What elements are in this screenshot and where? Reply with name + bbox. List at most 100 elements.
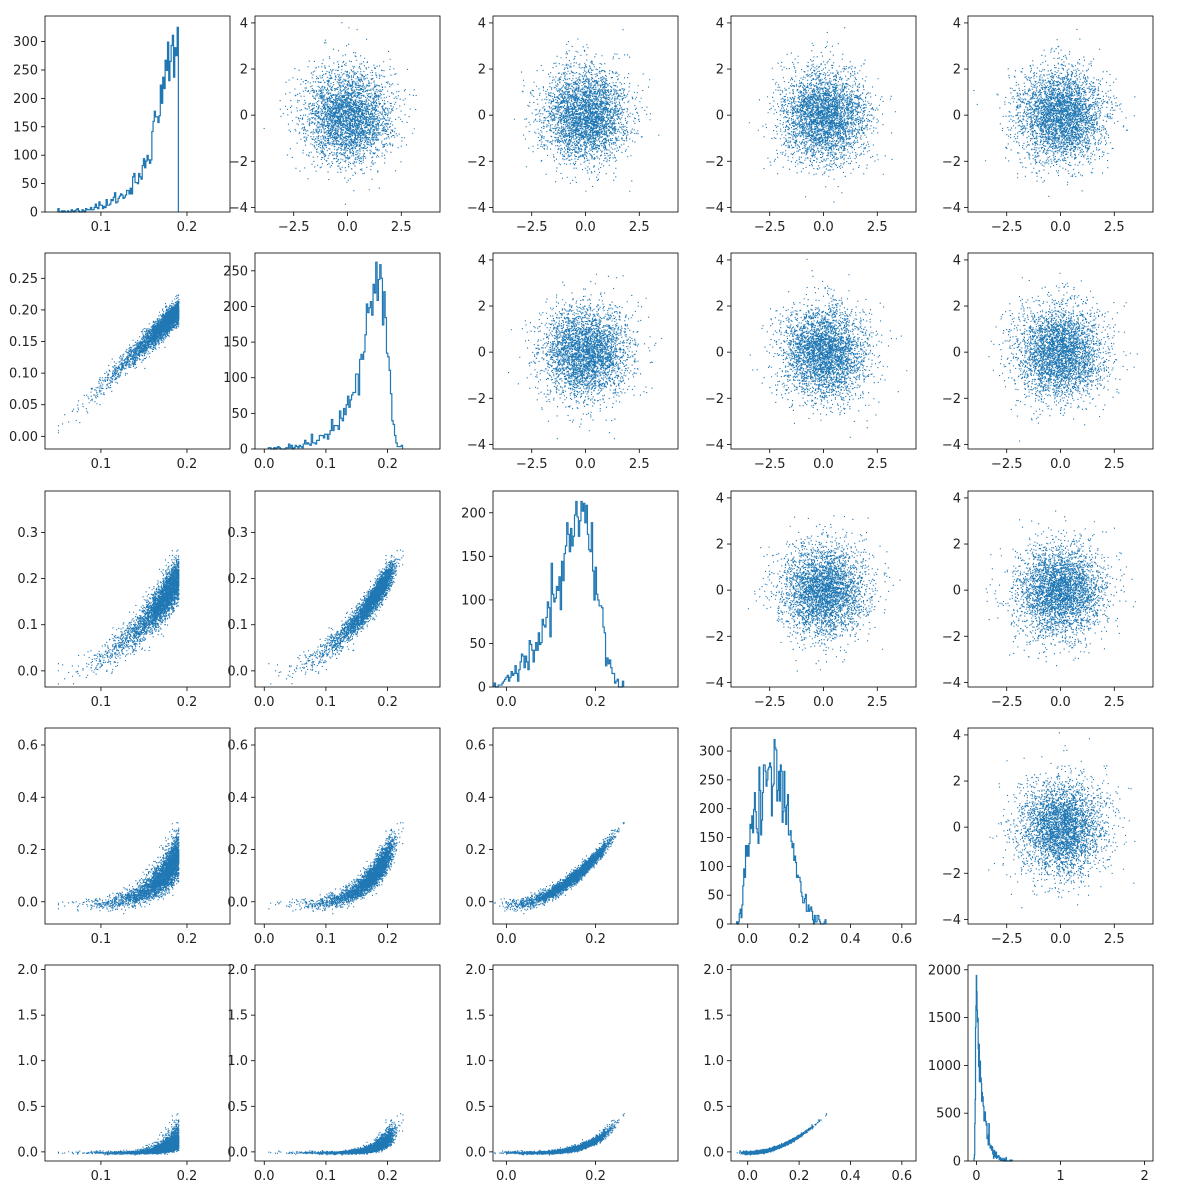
panel-r5-c2-xtick-label: 0.0 [254, 1169, 275, 1184]
panel-r2-c1-ytick-label: 0.20 [9, 303, 38, 318]
panel-r2-c2-xtick-label: 0.0 [254, 457, 275, 472]
panel-r3-c2-ytick-label: 0.1 [227, 618, 248, 633]
panel-r1-c2-xtick-label: −2.5 [278, 220, 310, 235]
panel-r5-c1-ytick-label: 0.5 [17, 1100, 38, 1115]
panel-r5-c5: 0 1 2 0 500 1000 1500 2000 [928, 963, 1154, 1184]
panel-r5-c2-ytick-label: 1.0 [227, 1054, 248, 1069]
panel-r3-c5-ytick-label: 4 [953, 491, 961, 506]
panel-r1-c4-xtick-label: 2.5 [867, 220, 888, 235]
panel-r3-c2-xtick-label: 0.0 [254, 695, 275, 710]
panel-r3-c1-xtick-label: 0.1 [91, 695, 112, 710]
panel-r2-c3-ytick-label: 2 [478, 300, 486, 315]
panel-r1-c2-ytick-label: 4 [240, 16, 248, 31]
panel-r1-c4-ytick-label: −4 [705, 201, 724, 216]
panel-r5-c4-xtick-label: 0.0 [737, 1169, 758, 1184]
panel-r5-c4: 0.0 0.2 0.4 0.6 0.0 0.5 1.0 1.5 2.0 [703, 963, 917, 1184]
panel-r1-c5-xtick-label: −2.5 [991, 220, 1023, 235]
panel-r2-c5-xtick-label: 0.0 [1050, 457, 1071, 472]
panel-r5-c1-scatter-points [57, 1113, 180, 1156]
panel-r5-c2-ytick-label: 2.0 [227, 963, 248, 978]
panel-r1-c1-frame [44, 15, 231, 213]
panel-r3-c1-ytick-label: 0.1 [17, 618, 38, 633]
panel-r4-c3-xtick-label: 0.2 [585, 932, 606, 947]
panel-r3-c1-ytick-label: 0.2 [17, 572, 38, 587]
panel-r3-c2: 0.0 0.1 0.2 0.0 0.1 0.2 0.3 [227, 490, 441, 710]
panel-r2-c1-ytick-label: 0.05 [9, 398, 38, 413]
panel-r2-c2-histogram-step [267, 261, 404, 450]
panel-r4-c4-ytick-label: 100 [699, 860, 724, 875]
panel-r3-c5-xtick-label: 2.5 [1104, 695, 1125, 710]
panel-r2-c1-ytick-label: 0.15 [9, 335, 38, 350]
panel-r5-c3-ytick-label: 0.0 [465, 1145, 486, 1160]
panel-r2-c4: −2.5 0.0 2.5 −4 −2 0 2 4 [705, 252, 917, 472]
panel-r4-c4-xtick-label: 0.6 [892, 932, 913, 947]
panel-r4-c2-xtick-label: 0.2 [377, 932, 398, 947]
panel-r3-c5: −2.5 0.0 2.5 −4 −2 0 2 4 [942, 490, 1154, 710]
panel-r1-c4-ytick-label: 4 [716, 16, 724, 31]
panel-r2-c4-ytick-label: 0 [716, 346, 724, 361]
panel-r4-c1: 0.1 0.2 0.0 0.2 0.4 0.6 [17, 727, 231, 947]
panel-r2-c5: −2.5 0.0 2.5 −4 −2 0 2 4 [942, 252, 1154, 472]
panel-r1-c3-ytick-label: 4 [478, 16, 486, 31]
panel-r1-c4: −2.5 0.0 2.5 −4 −2 0 2 4 [705, 15, 917, 235]
panel-r3-c2-xtick-label: 0.2 [377, 695, 398, 710]
panel-r2-c2-ytick-label: 250 [223, 264, 248, 279]
panel-r5-c1-frame [44, 964, 231, 1162]
panel-r1-c5-noise-points [973, 28, 1136, 197]
panel-r3-c3-ytick-label: 100 [461, 593, 486, 608]
panel-r5-c4-scatter-points [736, 1113, 828, 1156]
panel-r4-c2-xtick-label: 0.1 [316, 932, 337, 947]
panel-r1-c2-ytick-label: 0 [240, 109, 248, 124]
panel-r5-c4-ytick-label: 2.0 [703, 963, 724, 978]
panel-r1-c1-ytick-label: 300 [13, 35, 38, 50]
panel-r4-c1-ytick-label: 0.6 [17, 738, 38, 753]
panel-r4-c2-ytick-label: 0.0 [227, 895, 248, 910]
panel-r3-c5-noise-points [985, 510, 1137, 667]
panel-r3-c5-ytick-label: −2 [942, 630, 961, 645]
panel-r5-c2-xtick-label: 0.2 [377, 1169, 398, 1184]
panel-r3-c2-scatter-points [268, 549, 404, 685]
panel-r1-c3-frame [492, 15, 679, 213]
panel-r3-c4-ytick-label: 0 [716, 584, 724, 599]
panel-r4-c4-ytick-label: 300 [699, 745, 724, 760]
panel-r2-c1-xtick-label: 0.2 [177, 457, 198, 472]
panel-r2-c5-ytick-label: −4 [942, 438, 961, 453]
panel-r4-c3-frame [492, 727, 679, 925]
panel-r3-c4-frame [730, 490, 917, 688]
panel-r2-c2-frame [254, 252, 441, 450]
panel-r3-c5-xtick-label: −2.5 [991, 695, 1023, 710]
panel-r1-c2-noise-points [263, 22, 417, 205]
panel-r3-c3-xtick-label: 0.0 [496, 695, 517, 710]
panel-r2-c3-xtick-label: 0.0 [575, 457, 596, 472]
panel-r4-c4-xtick-label: 0.4 [840, 932, 861, 947]
panel-r1-c3-ytick-label: −2 [467, 155, 486, 170]
panel-r2-c4-ytick-label: 2 [716, 300, 724, 315]
panel-r4-c4-ytick-label: 200 [699, 802, 724, 817]
panel-r5-c4-xtick-label: 0.6 [892, 1169, 913, 1184]
panel-r4-c3-scatter-points [494, 822, 625, 915]
panel-r4-c1-frame [44, 727, 231, 925]
panel-r4-c4-ytick-label: 50 [707, 889, 724, 904]
panel-r1-c5-xtick-label: 0.0 [1050, 220, 1071, 235]
panel-r5-c4-ytick-label: 0.5 [703, 1100, 724, 1115]
panel-r1-c1-ytick-label: 200 [13, 92, 38, 107]
panel-r1-c5-frame [967, 15, 1154, 213]
panel-r3-c4: −2.5 0.0 2.5 −4 −2 0 2 4 [705, 490, 917, 710]
panel-r3-c1: 0.1 0.2 0.0 0.1 0.2 0.3 [17, 490, 231, 710]
panel-r2-c5-ytick-label: −2 [942, 392, 961, 407]
panel-r4-c5-ytick-label: −2 [942, 867, 961, 882]
panel-r1-c3-ytick-label: −4 [467, 201, 486, 216]
panel-r5-c5-ytick-label: 2000 [928, 963, 961, 978]
panel-r2-c4-ytick-label: −4 [705, 438, 724, 453]
panel-r3-c3-ytick-label: 200 [461, 506, 486, 521]
panel-r4-c5-ytick-label: 0 [953, 821, 961, 836]
panel-r1-c1-ytick-label: 150 [13, 120, 38, 135]
panel-r1-c1-histogram-step [57, 26, 179, 213]
panel-r1-c5-ytick-label: 4 [953, 16, 961, 31]
panel-r1-c4-xtick-label: 0.0 [813, 220, 834, 235]
panel-r5-c3: 0.0 0.2 0.0 0.5 1.0 1.5 2.0 [465, 963, 679, 1184]
panel-r3-c2-frame [254, 490, 441, 688]
panel-r1-c5: −2.5 0.0 2.5 −4 −2 0 2 4 [942, 15, 1154, 235]
